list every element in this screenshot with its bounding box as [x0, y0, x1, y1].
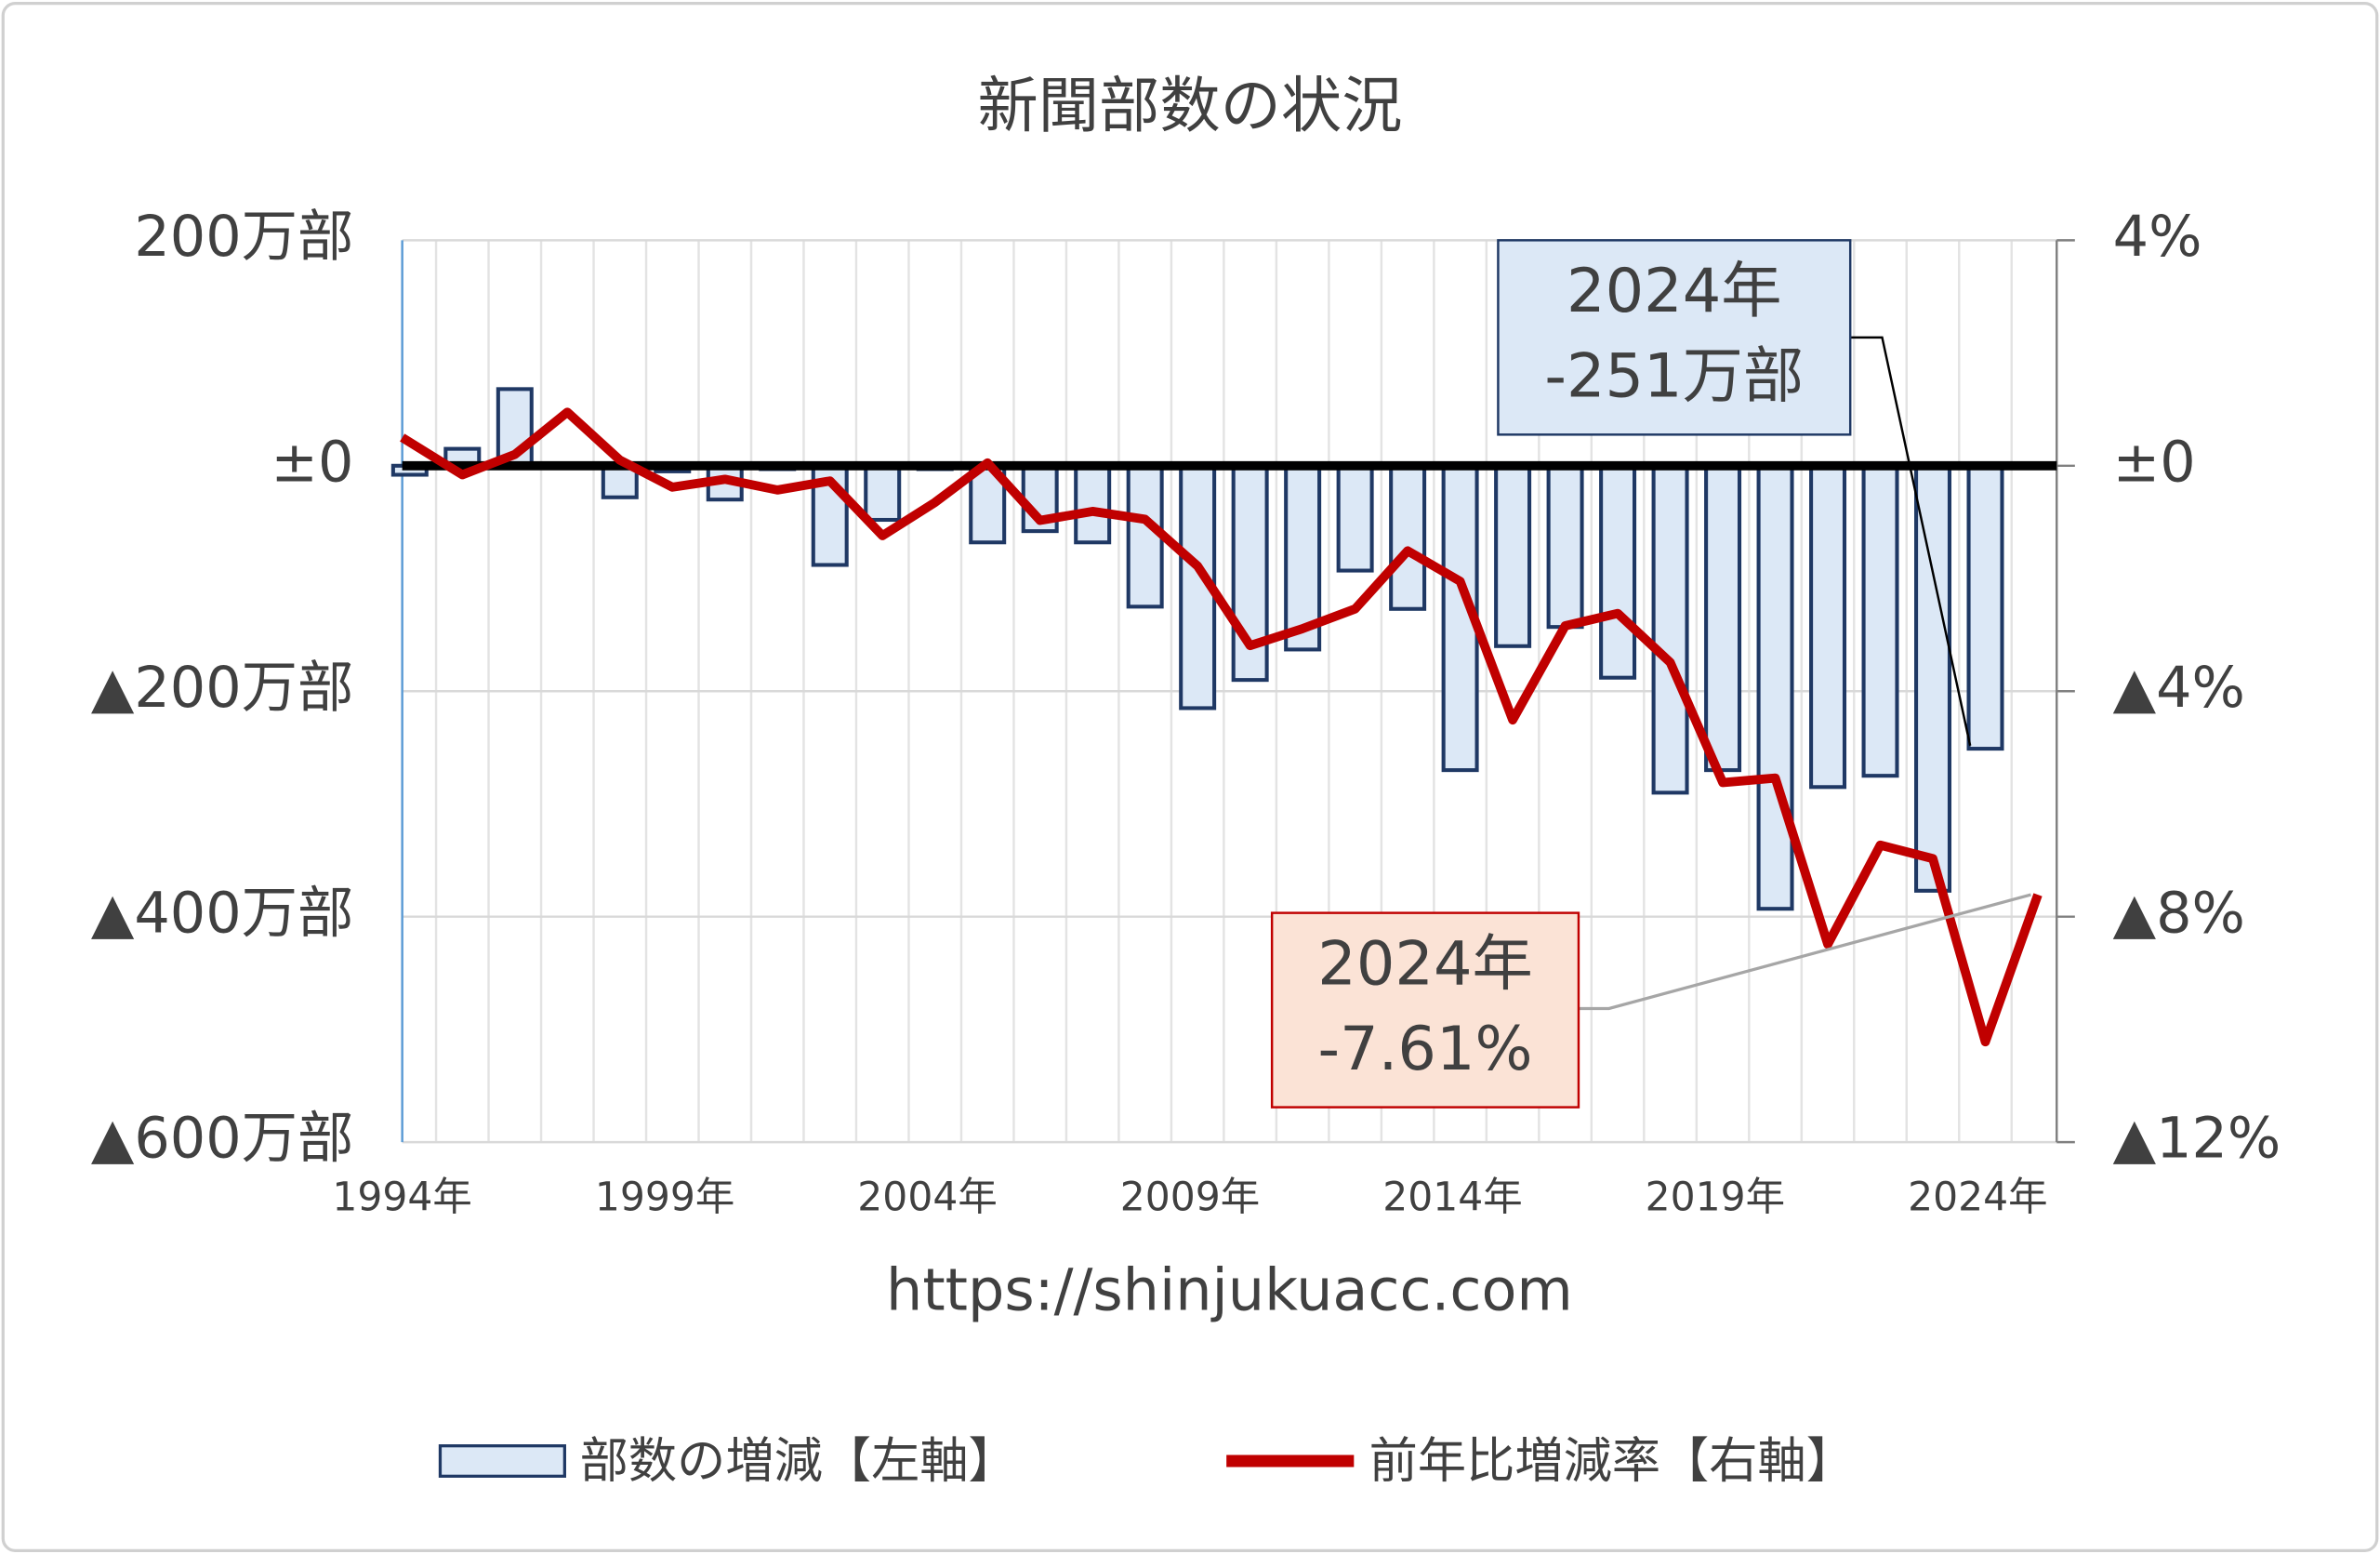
bar — [1284, 463, 1322, 652]
annotation-text: 2024年 — [1567, 256, 1781, 326]
bar — [1336, 463, 1374, 573]
y2-tick-label: ▲4% — [2113, 656, 2245, 721]
bar — [864, 463, 902, 523]
y2-tick-label: 4% — [2113, 205, 2202, 270]
x-tick-label: 1999年 — [595, 1175, 734, 1221]
bar — [1599, 463, 1637, 680]
bar — [1074, 463, 1112, 545]
annotation-text: 2024年 — [1317, 928, 1532, 999]
y2-tick-label: ±0 — [2113, 430, 2196, 495]
bar — [1651, 463, 1689, 795]
y2-tick-label: ▲12% — [2113, 1107, 2281, 1172]
x-tick-label: 1994年 — [332, 1175, 471, 1221]
x-tick-label: 2014年 — [1382, 1175, 1522, 1221]
y-tick-label: ▲600万部 — [91, 1107, 353, 1172]
y-tick-label: ▲400万部 — [91, 881, 353, 946]
annotation-box — [1497, 239, 1852, 436]
legend-swatch — [438, 1444, 566, 1478]
legend-label: 部数の増減【左軸】 — [580, 1433, 1017, 1489]
bar — [1494, 463, 1532, 648]
y-tick-label: ±0 — [271, 430, 353, 495]
bar — [1546, 463, 1584, 630]
chart-title: 新聞部数の状況 — [977, 71, 1402, 141]
bar — [1126, 463, 1164, 609]
bar — [1966, 463, 2004, 751]
x-tick-label: 2024年 — [1908, 1175, 2047, 1221]
y2-tick-label: ▲8% — [2113, 881, 2245, 946]
bar — [1914, 463, 1952, 893]
bar — [1389, 463, 1427, 611]
legend-label: 前年比増減率【右軸】 — [1369, 1433, 1855, 1489]
y-tick-label: ▲200万部 — [91, 656, 353, 721]
bar — [1704, 463, 1742, 773]
source: https://shinjukuacc.com — [886, 1256, 1573, 1324]
annotation-box — [1270, 911, 1580, 1109]
bar — [1756, 463, 1794, 911]
annotation-text: -251万部 — [1544, 341, 1804, 412]
bar — [1861, 463, 1899, 778]
annotation-text: -7.61% — [1318, 1014, 1533, 1084]
leader-line — [1850, 336, 1972, 747]
leader-line — [1578, 893, 2031, 1011]
x-tick-label: 2019年 — [1646, 1175, 1785, 1221]
line — [400, 407, 2043, 1047]
x-tick-label: 2004年 — [857, 1175, 997, 1221]
x-tick-label: 2009年 — [1120, 1175, 1260, 1221]
y-tick-label: 200万部 — [134, 205, 353, 270]
bar — [1809, 463, 1847, 790]
